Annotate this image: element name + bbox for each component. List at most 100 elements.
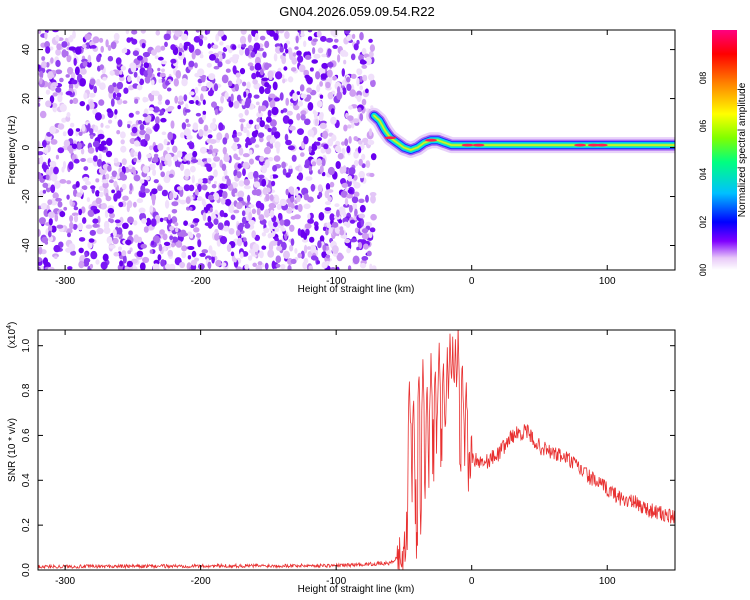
noise-dot: [208, 50, 214, 55]
noise-dot: [303, 69, 310, 77]
noise-dot: [234, 188, 238, 194]
noise-dot: [50, 184, 56, 193]
noise-dot: [328, 76, 333, 82]
noise-dot: [139, 124, 145, 131]
noise-dot: [322, 226, 327, 231]
spectrogram-frame: [37, 29, 676, 271]
noise-dot: [343, 221, 349, 226]
noise-dot: [57, 123, 65, 130]
noise-dot: [199, 34, 204, 40]
noise-dot: [280, 227, 286, 232]
noise-dot: [132, 169, 137, 176]
noise-dot: [88, 92, 96, 98]
noise-dot: [368, 73, 375, 81]
noise-dot: [267, 249, 275, 258]
noise-dot: [219, 183, 226, 190]
noise-dot: [348, 136, 352, 144]
noise-dot: [289, 102, 294, 106]
noise-dot: [61, 41, 68, 48]
noise-dot: [213, 180, 218, 185]
noise-dot: [201, 184, 208, 191]
noise-dot: [278, 30, 285, 34]
noise-dot: [200, 93, 204, 102]
noise-dot: [45, 62, 50, 68]
noise-dot: [300, 110, 307, 116]
noise-dot: [347, 189, 353, 194]
noise-dot: [232, 142, 238, 152]
noise-dot: [347, 124, 352, 129]
noise-dot: [73, 206, 79, 211]
noise-dot: [356, 94, 362, 103]
noise-dot: [157, 254, 162, 261]
noise-dot: [304, 74, 311, 79]
noise-dot: [307, 102, 314, 111]
y-tick-label: 40: [21, 44, 32, 56]
x-tick-label: 0: [469, 276, 475, 287]
noise-dot: [275, 255, 282, 263]
noise-dot: [194, 62, 198, 69]
noise-dot: [142, 97, 149, 103]
noise-dot: [256, 117, 261, 123]
noise-dot: [243, 185, 251, 190]
noise-dot: [96, 227, 104, 235]
noise-dot: [305, 94, 312, 101]
noise-dot: [204, 163, 212, 168]
noise-dot: [221, 74, 229, 84]
noise-dot: [101, 205, 105, 210]
noise-dot: [118, 201, 124, 208]
noise-dot: [353, 159, 359, 167]
y-tick-label: 0.8: [21, 383, 32, 397]
noise-dot: [225, 59, 231, 65]
noise-dot: [160, 45, 166, 51]
noise-dot: [207, 261, 212, 269]
noise-dot: [268, 202, 276, 209]
noise-dot: [149, 163, 156, 171]
noise-dot: [55, 69, 63, 75]
noise-dot: [158, 78, 162, 83]
noise-dot: [173, 192, 178, 199]
noise-dot: [127, 75, 132, 83]
noise-dot: [338, 219, 343, 224]
noise-dot: [209, 139, 217, 144]
noise-dot: [334, 38, 339, 43]
noise-dot: [202, 110, 207, 115]
noise-dot: [102, 181, 109, 189]
noise-dot: [137, 120, 143, 125]
noise-dot: [297, 55, 304, 63]
noise-dot: [278, 213, 283, 222]
noise-dot: [81, 124, 86, 132]
noise-dot: [137, 151, 142, 161]
noise-dot: [125, 239, 132, 246]
noise-dot: [224, 220, 230, 228]
noise-dot: [259, 250, 264, 259]
noise-dot: [48, 230, 52, 238]
noise-dot: [77, 142, 82, 150]
noise-dot: [105, 192, 109, 199]
noise-dot: [201, 249, 209, 254]
noise-dot: [184, 168, 191, 177]
noise-dot: [90, 185, 96, 190]
noise-dot: [95, 178, 100, 183]
noise-dot: [368, 128, 373, 137]
noise-dot: [282, 78, 286, 84]
noise-dot: [163, 138, 168, 146]
noise-dot: [209, 54, 216, 61]
noise-dot: [242, 161, 250, 169]
noise-dot: [157, 94, 163, 102]
noise-dot: [361, 47, 367, 56]
noise-dot: [114, 219, 121, 224]
noise-dot: [233, 100, 240, 109]
noise-dot: [239, 35, 247, 45]
noise-dot: [359, 113, 364, 122]
noise-dot: [150, 79, 155, 86]
noise-dot: [133, 151, 138, 157]
noise-dot: [39, 70, 44, 79]
noise-dot: [370, 213, 377, 221]
noise-dot: [190, 165, 196, 173]
noise-dot: [142, 256, 150, 264]
noise-dot: [189, 206, 193, 211]
noise-dot: [206, 30, 211, 35]
noise-dot: [242, 153, 250, 158]
noise-dot: [126, 204, 130, 213]
noise-dot: [137, 55, 143, 61]
